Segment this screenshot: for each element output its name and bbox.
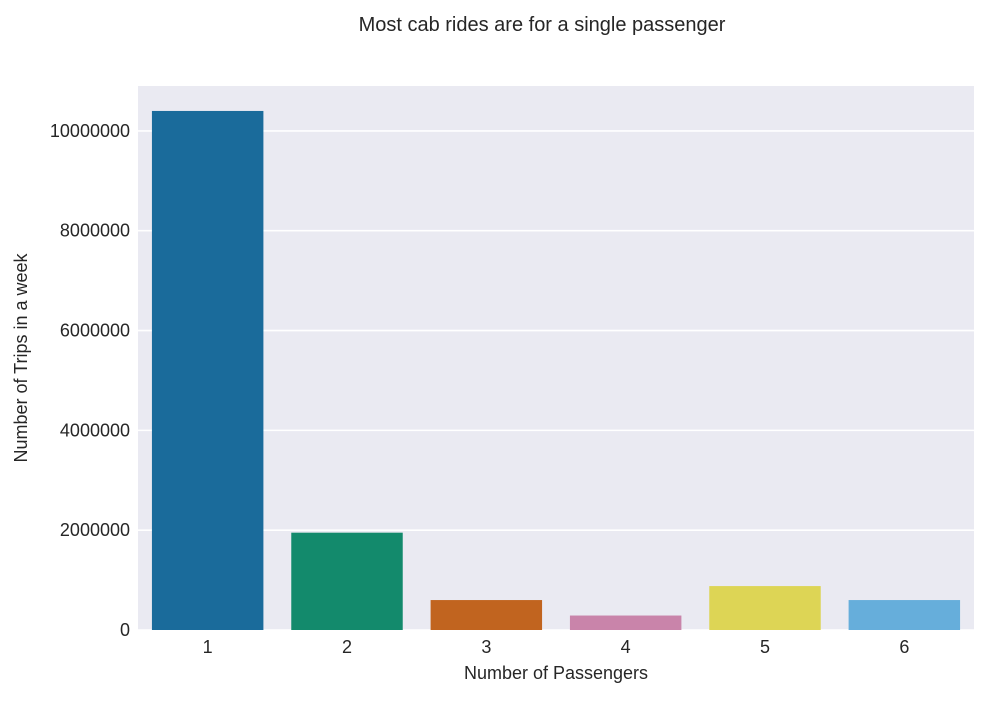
grid-lines	[138, 130, 974, 631]
x-tick-label: 1	[203, 637, 213, 657]
x-tick-label: 5	[760, 637, 770, 657]
x-axis-ticks: 1 2 3 4 5 6	[203, 637, 910, 657]
x-tick-label: 6	[899, 637, 909, 657]
bar-1	[151, 110, 264, 631]
y-tick-label: 2000000	[60, 520, 130, 540]
y-tick-label: 0	[120, 620, 130, 640]
bar-6	[848, 600, 961, 630]
y-tick-label: 10000000	[50, 121, 130, 141]
chart-title: Most cab rides are for a single passenge…	[359, 14, 726, 36]
bar-4	[569, 615, 682, 630]
x-tick-label: 2	[342, 637, 352, 657]
bar-5	[709, 586, 821, 630]
x-tick-label: 4	[621, 637, 631, 657]
bar-2	[291, 532, 403, 630]
x-axis-label: Number of Passengers	[464, 663, 648, 683]
y-tick-label: 8000000	[60, 221, 130, 241]
bar-3	[430, 600, 543, 630]
x-tick-label: 3	[481, 637, 491, 657]
y-tick-label: 4000000	[60, 420, 130, 440]
y-tick-label: 6000000	[60, 321, 130, 341]
plot-background	[138, 86, 974, 630]
y-axis-ticks: 0 2000000 4000000 6000000 8000000 10000000	[50, 121, 130, 640]
y-axis-label: Number of Trips in a week	[11, 252, 31, 462]
bars	[151, 110, 961, 631]
